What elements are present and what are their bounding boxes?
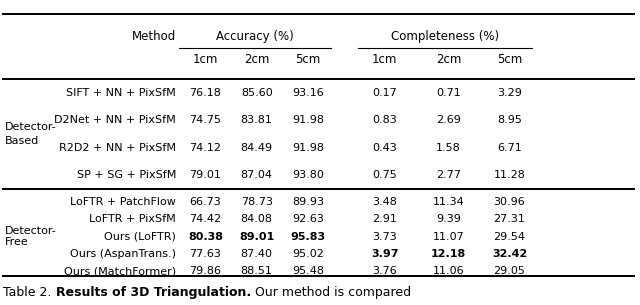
Text: 74.42: 74.42 <box>189 214 221 224</box>
Text: Our method is compared: Our method is compared <box>251 286 411 299</box>
Text: 11.06: 11.06 <box>433 267 465 276</box>
Text: 83.81: 83.81 <box>241 116 273 125</box>
Text: 95.02: 95.02 <box>292 249 324 259</box>
Text: 29.05: 29.05 <box>493 267 525 276</box>
Text: 0.83: 0.83 <box>372 116 397 125</box>
Text: 2cm: 2cm <box>436 53 461 66</box>
Text: Method: Method <box>131 30 176 43</box>
Text: 74.75: 74.75 <box>189 116 221 125</box>
Text: 80.38: 80.38 <box>188 232 223 242</box>
Text: D2Net + NN + PixSfM: D2Net + NN + PixSfM <box>54 116 176 125</box>
Text: 29.54: 29.54 <box>493 232 525 242</box>
Text: 95.48: 95.48 <box>292 267 324 276</box>
Text: 92.63: 92.63 <box>292 214 324 224</box>
Text: Ours (AspanTrans.): Ours (AspanTrans.) <box>70 249 176 259</box>
Text: 5cm: 5cm <box>497 53 522 66</box>
Text: 0.43: 0.43 <box>372 143 397 153</box>
Text: 66.73: 66.73 <box>189 197 221 207</box>
Text: R2D2 + NN + PixSfM: R2D2 + NN + PixSfM <box>59 143 176 153</box>
Text: 93.16: 93.16 <box>292 88 324 98</box>
Text: 9.39: 9.39 <box>436 214 461 224</box>
Text: Accuracy (%): Accuracy (%) <box>216 30 294 43</box>
Text: 2.77: 2.77 <box>436 170 461 180</box>
Text: 11.34: 11.34 <box>433 197 465 207</box>
Text: 2cm: 2cm <box>244 53 269 66</box>
Text: 84.08: 84.08 <box>241 214 273 224</box>
Text: 3.73: 3.73 <box>372 232 397 242</box>
Text: 79.01: 79.01 <box>189 170 221 180</box>
Text: 11.28: 11.28 <box>493 170 525 180</box>
Text: 76.18: 76.18 <box>189 88 221 98</box>
Text: 87.04: 87.04 <box>241 170 273 180</box>
Text: 89.01: 89.01 <box>239 232 275 242</box>
Text: 8.95: 8.95 <box>497 116 522 125</box>
Text: 3.76: 3.76 <box>372 267 397 276</box>
Text: 3.48: 3.48 <box>372 197 397 207</box>
Text: 87.40: 87.40 <box>241 249 273 259</box>
Text: Table 2.: Table 2. <box>3 286 56 299</box>
Text: 93.80: 93.80 <box>292 170 324 180</box>
Text: Detector-: Detector- <box>4 226 56 236</box>
Text: 32.42: 32.42 <box>492 249 527 259</box>
Text: Results of 3D Triangulation.: Results of 3D Triangulation. <box>56 286 251 299</box>
Text: 3.29: 3.29 <box>497 88 522 98</box>
Text: 79.86: 79.86 <box>189 267 221 276</box>
Text: Ours (MatchFormer): Ours (MatchFormer) <box>64 267 176 276</box>
Text: 78.73: 78.73 <box>241 197 273 207</box>
Text: 74.12: 74.12 <box>189 143 221 153</box>
Text: 91.98: 91.98 <box>292 116 324 125</box>
Text: 1cm: 1cm <box>193 53 218 66</box>
Text: 89.93: 89.93 <box>292 197 324 207</box>
Text: 85.60: 85.60 <box>241 88 273 98</box>
Text: 0.75: 0.75 <box>372 170 397 180</box>
Text: Completeness (%): Completeness (%) <box>392 30 499 43</box>
Text: 12.18: 12.18 <box>431 249 467 259</box>
Text: 77.63: 77.63 <box>189 249 221 259</box>
Text: Based: Based <box>4 136 39 146</box>
Text: 27.31: 27.31 <box>493 214 525 224</box>
Text: 30.96: 30.96 <box>493 197 525 207</box>
Text: 88.51: 88.51 <box>241 267 273 276</box>
Text: Free: Free <box>4 237 28 247</box>
Text: SIFT + NN + PixSfM: SIFT + NN + PixSfM <box>67 88 176 98</box>
Text: Detector-: Detector- <box>4 123 56 132</box>
Text: LoFTR + PatchFlow: LoFTR + PatchFlow <box>70 197 176 207</box>
Text: 3.97: 3.97 <box>371 249 398 259</box>
Text: 95.83: 95.83 <box>291 232 325 242</box>
Text: Ours (LoFTR): Ours (LoFTR) <box>104 232 176 242</box>
Text: 11.07: 11.07 <box>433 232 465 242</box>
Text: 0.71: 0.71 <box>436 88 461 98</box>
Text: 6.71: 6.71 <box>497 143 522 153</box>
Text: 5cm: 5cm <box>295 53 321 66</box>
Text: 2.91: 2.91 <box>372 214 397 224</box>
Text: 0.17: 0.17 <box>372 88 397 98</box>
Text: 2.69: 2.69 <box>436 116 461 125</box>
Text: LoFTR + PixSfM: LoFTR + PixSfM <box>89 214 176 224</box>
Text: SP + SG + PixSfM: SP + SG + PixSfM <box>77 170 176 180</box>
Text: 84.49: 84.49 <box>241 143 273 153</box>
Text: 1cm: 1cm <box>372 53 397 66</box>
Text: 1.58: 1.58 <box>436 143 461 153</box>
Text: 91.98: 91.98 <box>292 143 324 153</box>
